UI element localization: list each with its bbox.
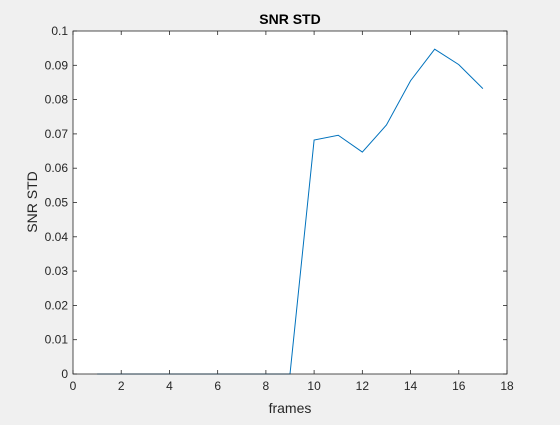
x-tick-label: 4 — [166, 379, 173, 393]
y-tick-label: 0.01 — [45, 333, 69, 347]
chart-title: SNR STD — [259, 11, 320, 27]
x-tick-label: 8 — [263, 379, 270, 393]
y-tick-label: 0.1 — [51, 24, 68, 38]
axes-box — [72, 30, 508, 375]
y-tick-label: 0.03 — [45, 264, 69, 278]
x-axis-label: frames — [269, 400, 312, 416]
y-axis-label: SNR STD — [24, 171, 40, 232]
x-tick-label: 10 — [307, 379, 321, 393]
x-tick-label: 6 — [214, 379, 221, 393]
x-tick-label: 18 — [500, 379, 514, 393]
x-tick-label: 12 — [356, 379, 370, 393]
plot-area — [73, 31, 507, 374]
y-tick-label: 0.05 — [45, 196, 69, 210]
y-tick-label: 0.08 — [45, 93, 69, 107]
x-tick-label: 2 — [118, 379, 125, 393]
y-tick-label: 0.04 — [45, 230, 69, 244]
y-tick-label: 0.09 — [45, 58, 69, 72]
x-tick-label: 16 — [452, 379, 466, 393]
y-tick-label: 0 — [61, 367, 68, 381]
y-tick-label: 0.07 — [45, 127, 69, 141]
ticks-group: 0 2 4 6 8 10 12 14 16 18 0 0.01 0.02 0.03 0.04 0.05 0.06… — [45, 24, 514, 393]
x-tick-label: 0 — [70, 379, 77, 393]
y-tick-label: 0.02 — [45, 298, 69, 312]
x-tick-label: 14 — [404, 379, 418, 393]
y-tick-label: 0.06 — [45, 161, 69, 175]
